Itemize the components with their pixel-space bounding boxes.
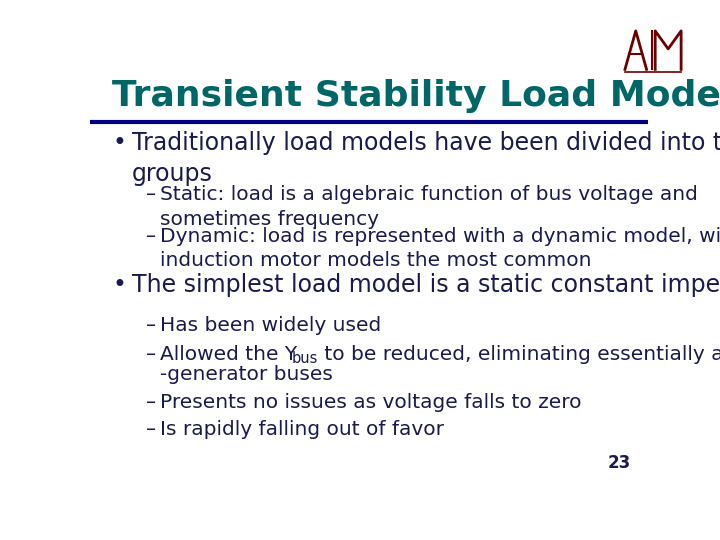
Text: -generator buses: -generator buses [160,365,333,384]
Text: –: – [145,316,156,335]
Text: The simplest load model is a static constant impedance: The simplest load model is a static cons… [132,273,720,296]
Text: Allowed the Y: Allowed the Y [160,346,297,365]
Text: •: • [112,131,126,156]
Text: Traditionally load models have been divided into two
groups: Traditionally load models have been divi… [132,131,720,186]
Text: Presents no issues as voltage falls to zero: Presents no issues as voltage falls to z… [160,393,581,412]
Text: –: – [145,420,156,440]
Text: 23: 23 [608,454,631,472]
Text: Has been widely used: Has been widely used [160,316,381,335]
Text: –: – [145,346,156,365]
Text: –: – [145,185,156,204]
Text: •: • [112,273,126,296]
Text: Transient Stability Load Modeling: Transient Stability Load Modeling [112,79,720,113]
Text: to be reduced, eliminating essentially all non: to be reduced, eliminating essentially a… [318,346,720,365]
Text: –: – [145,393,156,412]
Text: Dynamic: load is represented with a dynamic model, with
induction motor models t: Dynamic: load is represented with a dyna… [160,227,720,270]
Text: –: – [145,227,156,246]
Text: Static: load is a algebraic function of bus voltage and
sometimes frequency: Static: load is a algebraic function of … [160,185,698,228]
Text: bus: bus [292,351,318,366]
Text: Is rapidly falling out of favor: Is rapidly falling out of favor [160,420,444,440]
